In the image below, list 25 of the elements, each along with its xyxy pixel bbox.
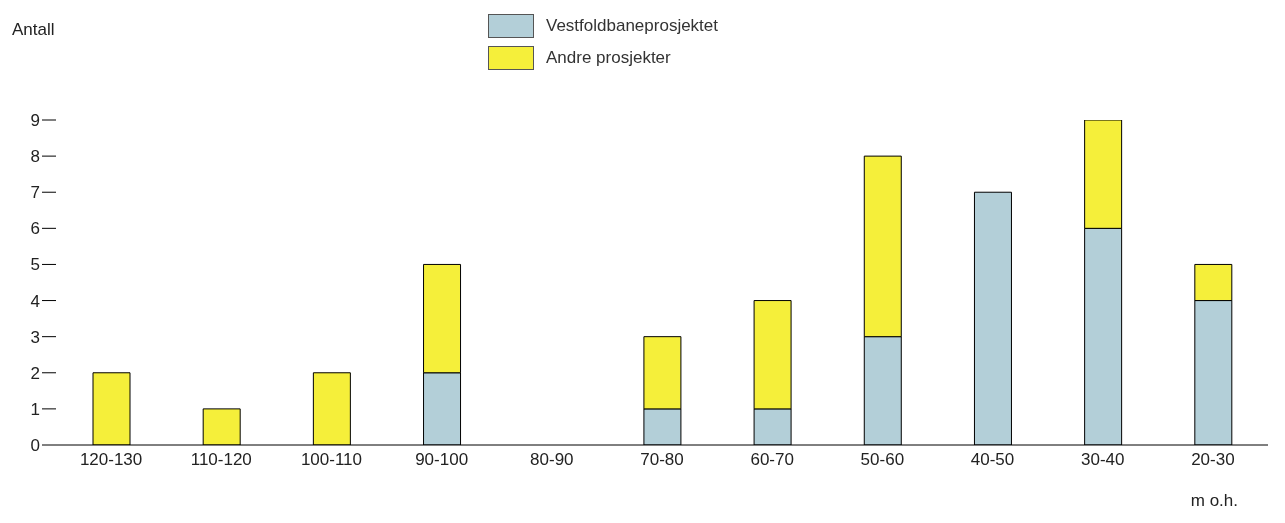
y-tick-label: 3	[30, 327, 40, 347]
y-tick-label: 6	[30, 219, 40, 239]
y-tick-label: 2	[30, 363, 40, 383]
x-tick-label: 20-30	[1191, 450, 1235, 470]
x-tick-label: 90-100	[415, 450, 469, 470]
x-tick-label: 120-130	[79, 450, 143, 470]
y-tick-label: 7	[30, 183, 40, 203]
x-tick-label: 60-70	[750, 450, 794, 470]
x-tick-label: 100-110	[300, 450, 363, 470]
legend-label: Andre prosjekter	[546, 48, 671, 68]
y-tick-label: 8	[30, 147, 40, 167]
y-tick-label: 9	[30, 111, 40, 131]
y-tick-label: 0	[30, 436, 40, 456]
x-tick-label: 40-50	[970, 450, 1015, 470]
x-tick-label: 50-60	[860, 450, 905, 470]
y-tick-label: 4	[30, 291, 40, 311]
x-tick-label: 30-40	[1080, 450, 1125, 470]
y-axis-title: Antall	[12, 20, 55, 40]
legend-label: Vestfoldbaneprosjektet	[546, 16, 719, 36]
x-tick-label: 80-90	[530, 450, 574, 470]
x-tick-label: 110-120	[190, 450, 252, 470]
y-tick-label: 1	[30, 399, 40, 419]
y-tick-label: 5	[30, 255, 40, 275]
x-tick-label: 70-80	[640, 450, 684, 470]
x-axis-title: m o.h.	[1190, 491, 1238, 511]
